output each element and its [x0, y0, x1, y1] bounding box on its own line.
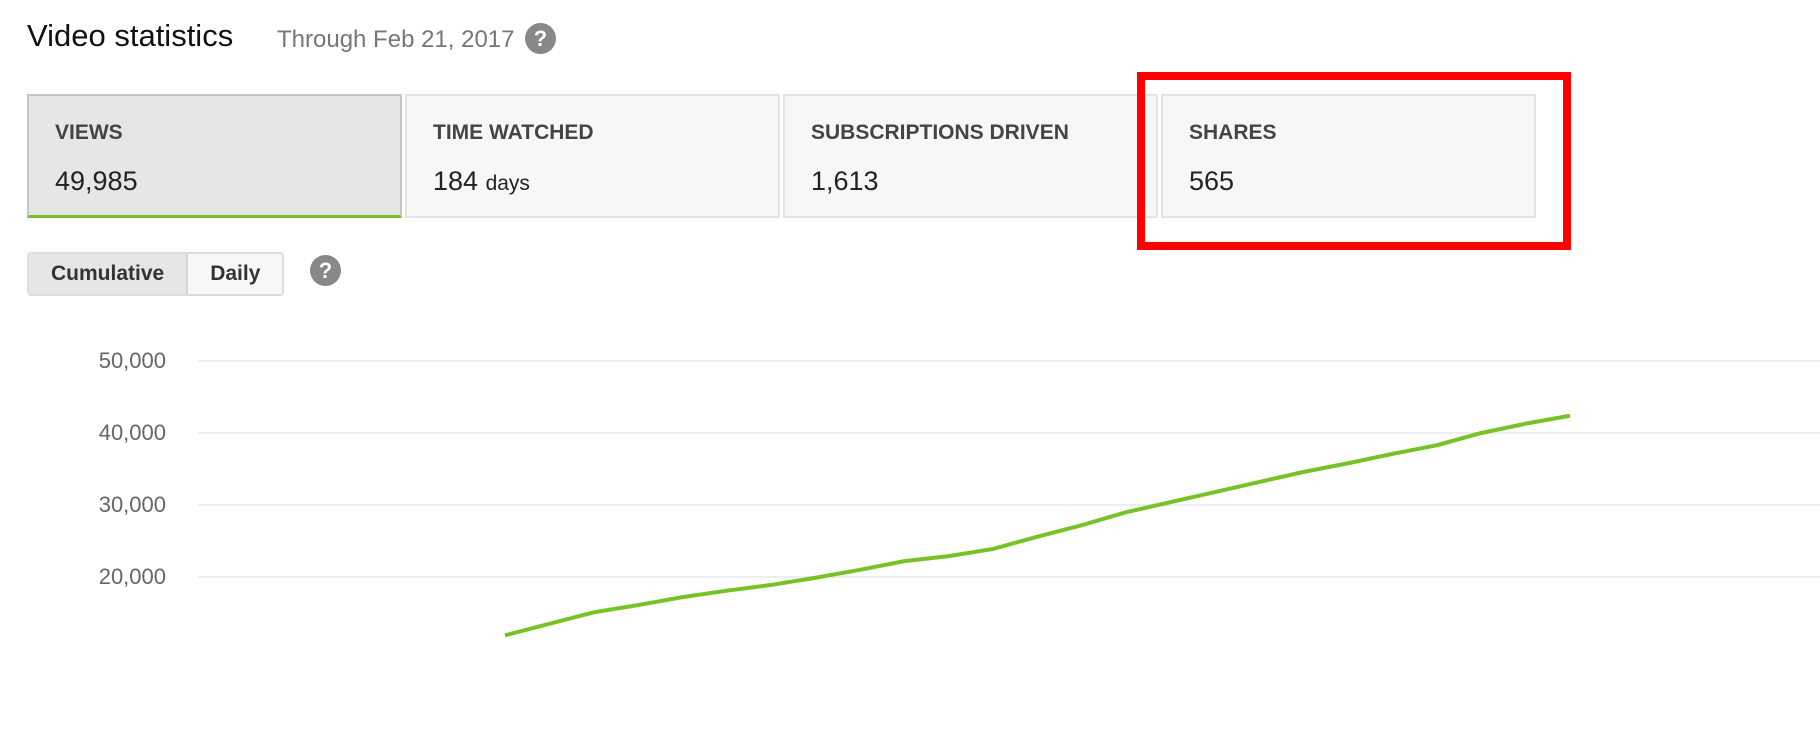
subs-value: 1,613 [811, 166, 879, 196]
view-mode-toggle: Cumulative Daily [27, 252, 285, 296]
tab-views[interactable]: VIEWS 49,985 [27, 94, 402, 218]
tab-subscriptions-driven[interactable]: SUBSCRIPTIONS DRIVEN 1,613 [783, 94, 1158, 218]
tab-time-watched[interactable]: TIME WATCHED 184 days [405, 94, 780, 218]
question-circle-icon[interactable]: ? [310, 255, 341, 286]
tab-label: SUBSCRIPTIONS DRIVEN [811, 121, 1069, 144]
tab-value: 184 days [433, 166, 530, 197]
tab-label: SHARES [1189, 121, 1277, 144]
tab-value: 1,613 [811, 166, 879, 197]
series-line [504, 413, 1571, 638]
shares-value: 565 [1189, 166, 1235, 196]
tab-value: 49,985 [55, 166, 138, 197]
question-circle-icon[interactable]: ? [525, 23, 556, 54]
y-tick-label: 20,000 [98, 564, 166, 589]
daily-button[interactable]: Daily [188, 254, 283, 294]
cumulative-button[interactable]: Cumulative [29, 254, 189, 294]
y-tick-label: 30,000 [98, 492, 166, 517]
page-title: Video statistics [27, 18, 234, 53]
tab-shares[interactable]: SHARES 565 [1161, 94, 1536, 218]
tab-label: TIME WATCHED [433, 121, 594, 144]
y-tick-label: 40,000 [98, 420, 166, 445]
time-value: 184 [433, 166, 479, 196]
time-unit: days [485, 172, 530, 195]
y-tick-label: 50,000 [98, 348, 166, 373]
views-value: 49,985 [55, 166, 138, 196]
highlight-box [1137, 72, 1571, 250]
date-range: Through Feb 21, 2017 [277, 26, 515, 53]
tab-value: 565 [1189, 166, 1234, 197]
tab-label: VIEWS [55, 121, 123, 144]
